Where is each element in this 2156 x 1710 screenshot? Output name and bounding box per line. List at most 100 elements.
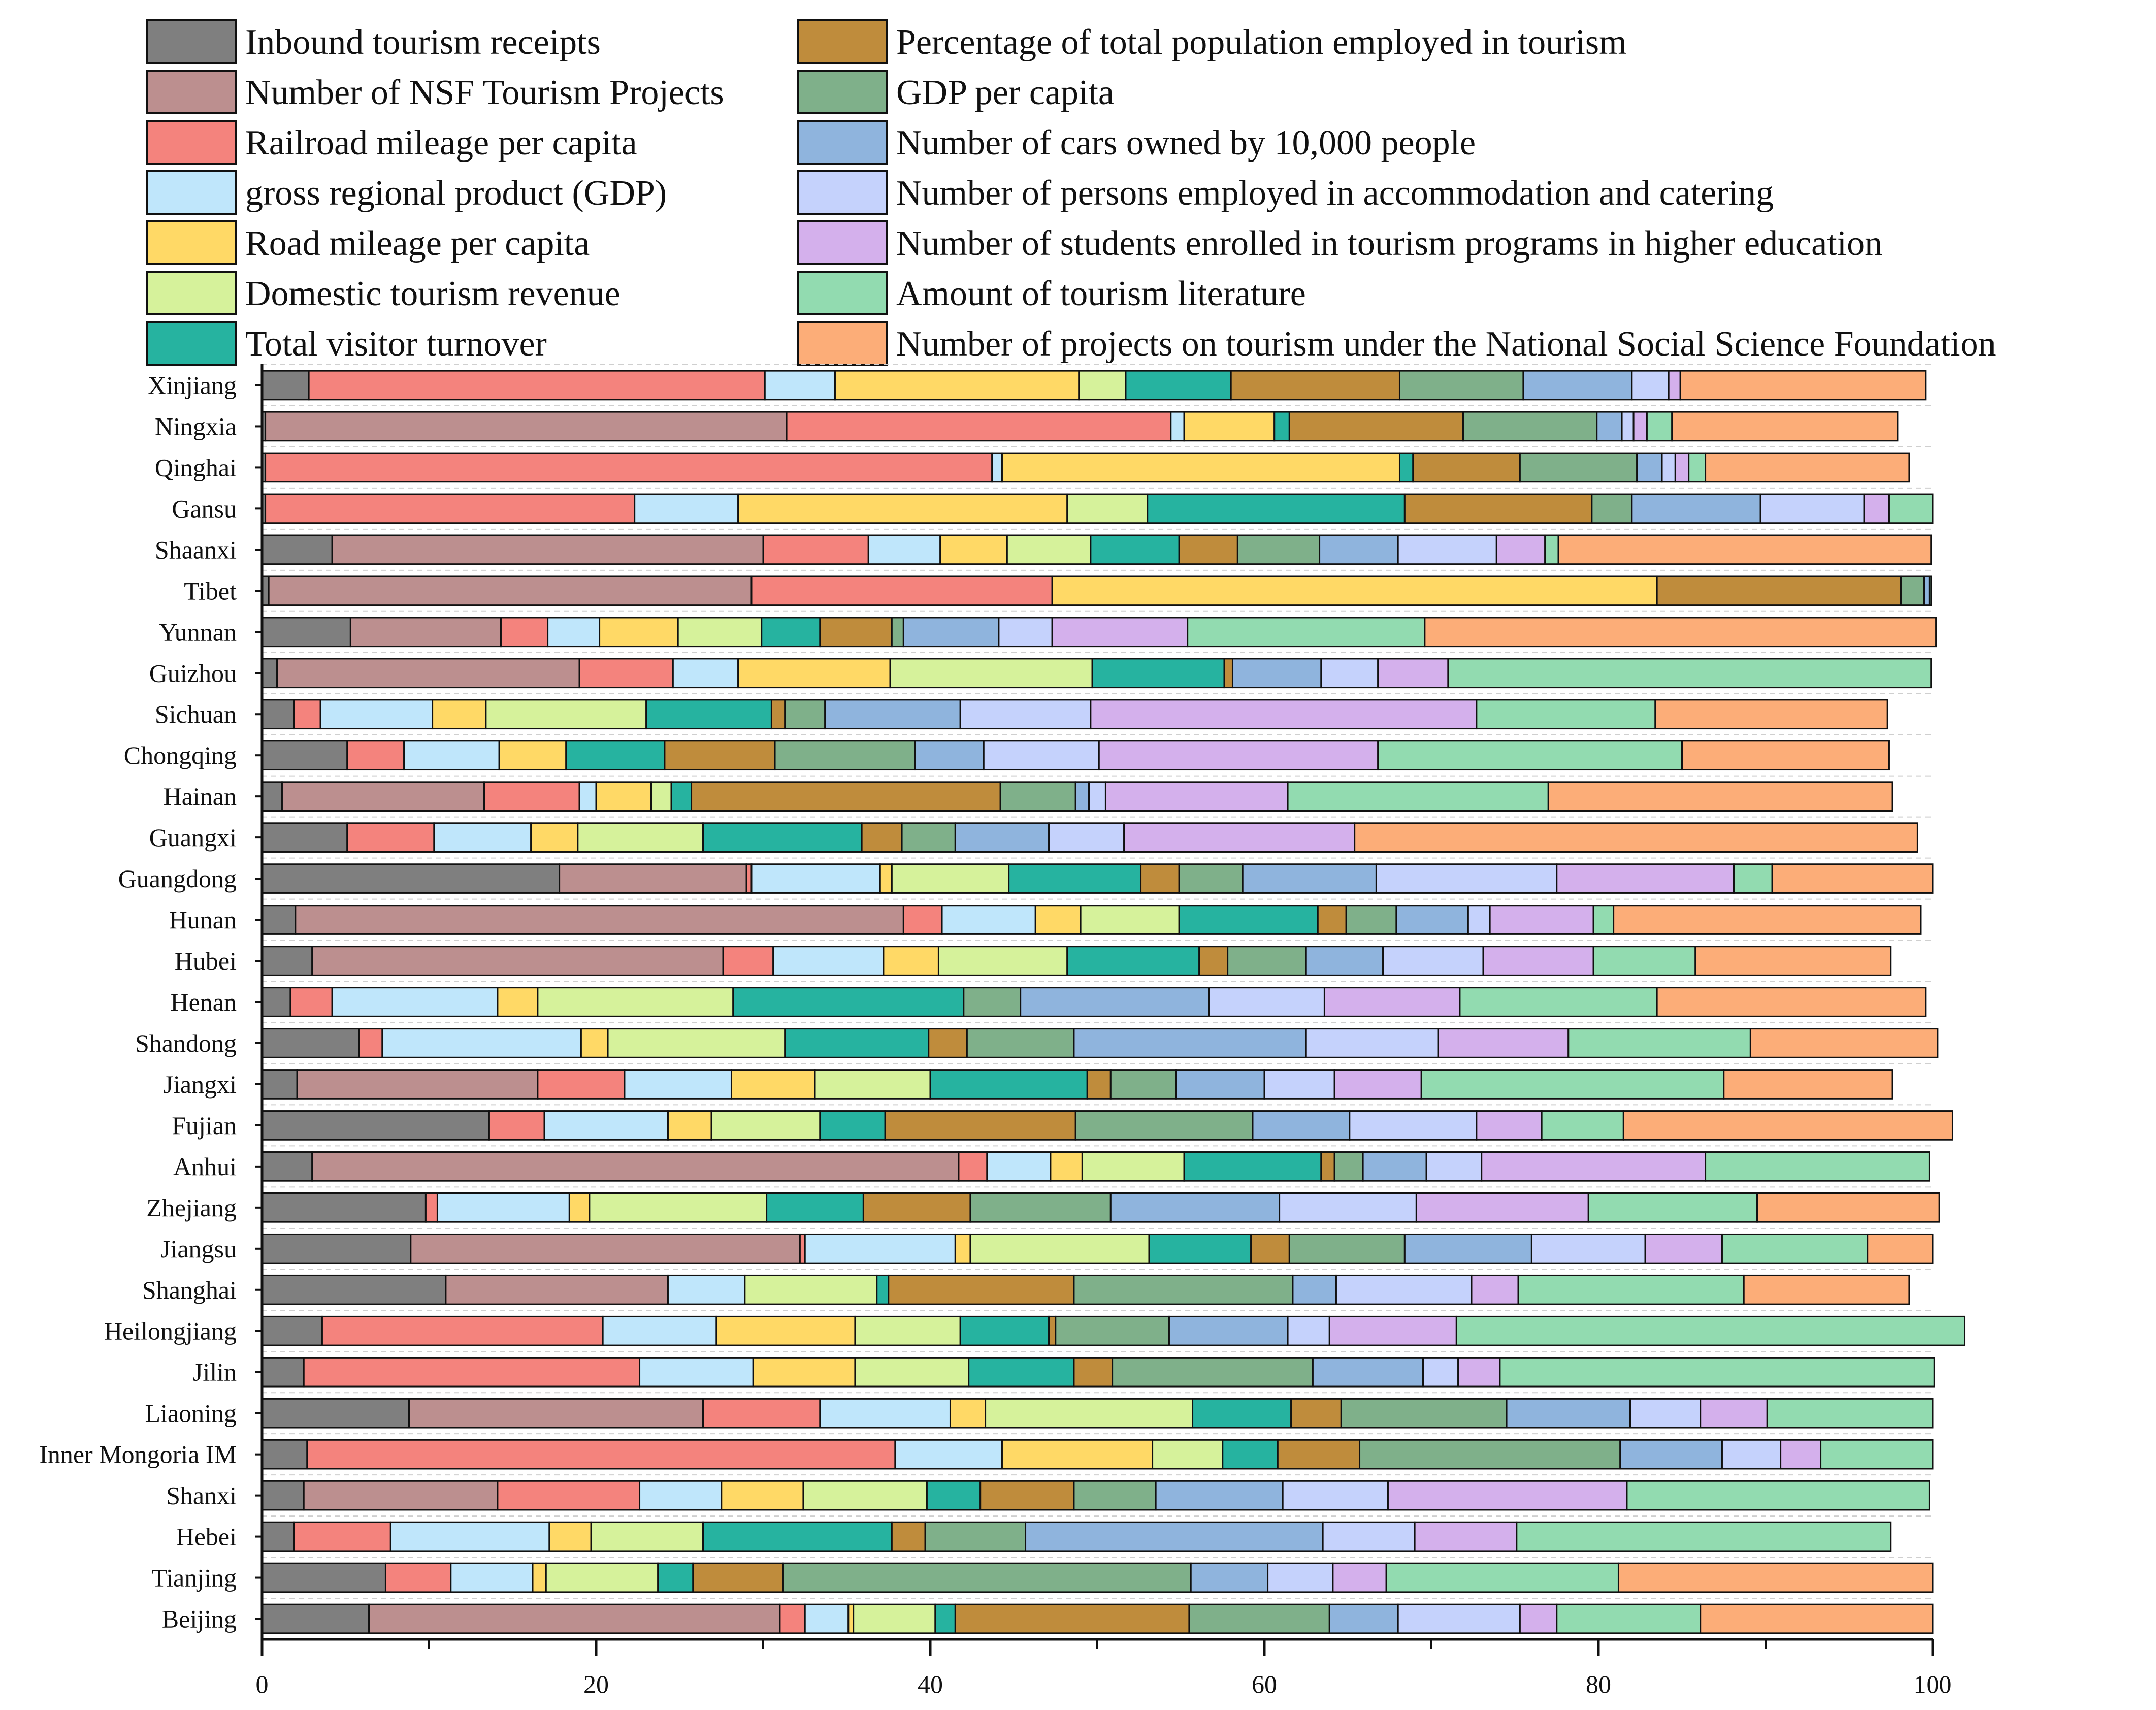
x-tick-label-60: 60 [1252,1670,1277,1698]
bar-segment-yunnan-number-of-students-enrolled-in-tourism-programs-in-higher-education [1051,617,1189,648]
bar-segment-jilin-number-of-persons-employed-in-accommodation-and-catering [1422,1357,1459,1388]
bar-segment-gansu-railroad-mileage-per-capita [265,493,636,524]
category-label-gansu: Gansu [172,494,237,523]
legend-label-percentage-of-total-population-employed-in-tourism: Percentage of total population employed … [896,23,1627,62]
bar-segment-shanxi-amount-of-tourism-literature [1626,1480,1930,1511]
bar-segment-sichuan-number-of-persons-employed-in-accommodation-and-catering [959,699,1092,730]
bar-segment-hunan-number-of-nsf-tourism-projects [295,905,904,935]
bar-segment-henan-railroad-mileage-per-capita [289,987,333,1017]
bar-segment-inner-mongoria-im-inbound-tourism-receipts [261,1439,308,1470]
legend-label-inbound-tourism-receipts: Inbound tourism receipts [245,23,601,62]
legend-swatch-inbound-tourism-receipts [146,19,237,64]
bar-segment-anhui-number-of-cars-owned-by-10-000-people [1362,1151,1427,1182]
legend-swatch-number-of-students-enrolled-in-tourism-programs-in-higher-education [797,220,888,265]
bar-segment-anhui-gross-regional-product-gdp [986,1151,1052,1182]
bar-segment-shanghai-inbound-tourism-receipts [261,1274,447,1305]
category-label-tianjing: Tianjing [151,1564,237,1592]
bar-segment-jiangxi-inbound-tourism-receipts [261,1069,298,1100]
bar-segment-guizhou-number-of-persons-employed-in-accommodation-and-catering [1320,658,1379,689]
bar-segment-hainan-inbound-tourism-receipts [261,781,283,812]
bar-segment-fujian-percentage-of-total-population-employed-in-tourism [884,1110,1076,1141]
bar-segment-ningxia-number-of-projects-on-tourism-under-the-national-social-science-foundation [1671,411,1899,442]
bar-segment-jiangsu-gross-regional-product-gdp [804,1233,956,1264]
bar-segment-heilongjiang-number-of-cars-owned-by-10-000-people [1168,1315,1289,1346]
bar-segment-hainan-number-of-persons-employed-in-accommodation-and-catering [1088,781,1106,812]
bar-segment-tianjing-number-of-cars-owned-by-10-000-people [1190,1562,1269,1593]
bar-segment-beijing-inbound-tourism-receipts [261,1603,370,1634]
bar-segment-hebei-number-of-persons-employed-in-accommodation-and-catering [1322,1521,1416,1552]
bar-segment-hubei-total-visitor-turnover [1066,946,1200,976]
bar-segment-jilin-domestic-tourism-revenue [854,1357,970,1388]
bar-segment-tibet-percentage-of-total-population-employed-in-tourism [1656,575,1902,606]
bar-segment-yunnan-number-of-nsf-tourism-projects [349,617,502,648]
bar-segment-shanghai-domestic-tourism-revenue [744,1274,878,1305]
bar-segment-hebei-amount-of-tourism-literature [1516,1521,1892,1552]
bar-segment-jilin-total-visitor-turnover [968,1357,1075,1388]
bar-segment-chongqing-number-of-cars-owned-by-10-000-people [914,740,985,771]
bar-segment-guangdong-number-of-projects-on-tourism-under-the-national-social-science-foundation [1771,863,1934,894]
legend-label-road-mileage-per-capita: Road mileage per capita [245,224,590,263]
bar-segment-anhui-gdp-per-capita [1333,1151,1364,1182]
bar-segment-fujian-total-visitor-turnover [819,1110,886,1141]
bar-segment-beijing-number-of-nsf-tourism-projects [368,1603,781,1634]
bar-segment-sichuan-gdp-per-capita [784,699,826,730]
bar-segment-heilongjiang-total-visitor-turnover [959,1315,1050,1346]
legend-swatch-road-mileage-per-capita [146,220,237,265]
bar-segment-hubei-inbound-tourism-receipts [261,946,313,976]
bar-segment-guangdong-number-of-students-enrolled-in-tourism-programs-in-higher-education [1556,863,1735,894]
bar-segment-tianjing-gdp-per-capita [782,1562,1192,1593]
bar-segment-liaoning-percentage-of-total-population-employed-in-tourism [1290,1398,1342,1429]
bar-segment-qinghai-gdp-per-capita [1519,452,1638,483]
bar-segment-hubei-gross-regional-product-gdp [772,946,885,976]
bar-segment-chongqing-gross-regional-product-gdp [403,740,500,771]
bar-segment-guangxi-railroad-mileage-per-capita [346,822,435,853]
bar-segment-sichuan-percentage-of-total-population-employed-in-tourism [770,699,786,730]
bar-segment-hebei-percentage-of-total-population-employed-in-tourism [891,1521,926,1552]
category-label-hebei: Hebei [176,1523,237,1551]
bar-segment-jilin-road-mileage-per-capita [752,1357,856,1388]
legend-swatch-railroad-mileage-per-capita [146,120,237,165]
bar-segment-jiangsu-total-visitor-turnover [1148,1233,1252,1264]
bar-segment-jilin-amount-of-tourism-literature [1499,1357,1935,1388]
bar-segment-guangxi-number-of-persons-employed-in-accommodation-and-catering [1048,822,1125,853]
bar-segment-anhui-amount-of-tourism-literature [1705,1151,1930,1182]
bar-segment-shaanxi-railroad-mileage-per-capita [762,534,869,565]
bar-segment-beijing-percentage-of-total-population-employed-in-tourism [954,1603,1190,1634]
bar-segment-yunnan-percentage-of-total-population-employed-in-tourism [819,617,893,648]
bar-segment-beijing-total-visitor-turnover [934,1603,956,1634]
bar-segment-guizhou-number-of-cars-owned-by-10-000-people [1231,658,1322,689]
bar-segment-liaoning-number-of-nsf-tourism-projects [408,1398,704,1429]
bar-segment-xinjiang-number-of-persons-employed-in-accommodation-and-catering [1631,370,1670,401]
bar-segment-fujian-number-of-students-enrolled-in-tourism-programs-in-higher-education [1476,1110,1543,1141]
bar-segment-ningxia-railroad-mileage-per-capita [786,411,1172,442]
bar-segment-heilongjiang-number-of-students-enrolled-in-tourism-programs-in-higher-education [1328,1315,1457,1346]
bar-segment-heilongjiang-percentage-of-total-population-employed-in-tourism [1048,1315,1057,1346]
bar-segment-hubei-number-of-cars-owned-by-10-000-people [1305,946,1384,976]
bar-segment-hunan-domestic-tourism-revenue [1080,905,1180,935]
bar-segment-heilongjiang-number-of-persons-employed-in-accommodation-and-catering [1287,1315,1330,1346]
bar-segment-liaoning-number-of-persons-employed-in-accommodation-and-catering [1629,1398,1702,1429]
category-label-beijing: Beijing [162,1605,237,1633]
bar-segment-hubei-gdp-per-capita [1227,946,1307,976]
bar-segment-qinghai-number-of-persons-employed-in-accommodation-and-catering [1661,452,1676,483]
legend-swatch-number-of-cars-owned-by-10-000-people [797,120,888,165]
bar-segment-qinghai-railroad-mileage-per-capita [265,452,993,483]
legend-label-amount-of-tourism-literature: Amount of tourism literature [896,274,1306,313]
bar-segment-inner-mongoria-im-number-of-cars-owned-by-10-000-people [1619,1439,1723,1470]
bar-segment-beijing-amount-of-tourism-literature [1556,1603,1702,1634]
bar-segment-jilin-number-of-cars-owned-by-10-000-people [1312,1357,1424,1388]
bar-segment-jiangxi-number-of-nsf-tourism-projects [296,1069,539,1100]
bar-segment-shaanxi-number-of-nsf-tourism-projects [331,534,764,565]
category-label-guizhou: Guizhou [149,659,237,687]
bar-segment-hunan-road-mileage-per-capita [1034,905,1082,935]
bar-segment-gansu-number-of-persons-employed-in-accommodation-and-catering [1759,493,1865,524]
bar-segment-heilongjiang-inbound-tourism-receipts [261,1315,323,1346]
bar-segment-ningxia-gdp-per-capita [1462,411,1598,442]
bar-segment-inner-mongoria-im-amount-of-tourism-literature [1820,1439,1934,1470]
legend-swatch-gross-regional-product-gdp [146,170,237,215]
bar-segment-hubei-amount-of-tourism-literature [1592,946,1696,976]
bar-segment-tianjing-inbound-tourism-receipts [261,1562,386,1593]
bar-segment-zhejiang-total-visitor-turnover [766,1192,864,1223]
bar-segment-yunnan-number-of-projects-on-tourism-under-the-national-social-science-foundation [1424,617,1937,648]
